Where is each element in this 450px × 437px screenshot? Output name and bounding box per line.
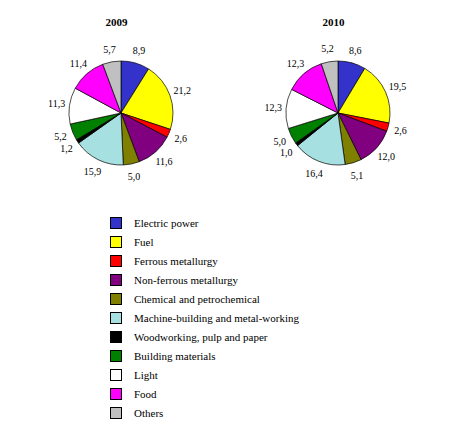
svg-text:15,9: 15,9 (84, 166, 102, 177)
html-text:Fuel: Fuel (134, 235, 154, 248)
html-text:Chemical and petrochemical: Chemical and petrochemical (134, 292, 260, 305)
html-text:2010: 2010 (322, 16, 345, 28)
svg-text:11,3: 11,3 (48, 98, 65, 109)
svg-text:8,6: 8,6 (349, 45, 362, 56)
svg-text:5,1: 5,1 (351, 170, 364, 181)
html-text:Others: Others (134, 406, 164, 419)
html-text:Machine-building and metal-wor: Machine-building and metal-working (134, 311, 299, 324)
svg-text:2,6: 2,6 (394, 125, 407, 136)
svg-text:16,4: 16,4 (305, 168, 323, 179)
svg-text:11,4: 11,4 (70, 58, 87, 69)
svg-text:2,6: 2,6 (175, 133, 188, 144)
svg-text:5,0: 5,0 (273, 136, 286, 147)
html-text:Non-ferrous metallurgy: Non-ferrous metallurgy (134, 273, 238, 286)
html-text:Electric power: Electric power (134, 216, 199, 229)
html-text:Food: Food (134, 387, 157, 400)
svg-text:11,6: 11,6 (155, 156, 172, 167)
svg-text:1,0: 1,0 (280, 147, 293, 158)
svg-text:5,0: 5,0 (128, 171, 141, 182)
svg-text:5,7: 5,7 (103, 44, 116, 55)
svg-text:12,3: 12,3 (287, 58, 305, 69)
svg-text:12,0: 12,0 (377, 151, 395, 162)
html-text:Light: Light (134, 368, 158, 381)
html-text:2009: 2009 (105, 16, 128, 28)
svg-text:12,3: 12,3 (264, 102, 282, 113)
svg-text:5,2: 5,2 (54, 131, 67, 142)
html-text:Woodworking, pulp and paper: Woodworking, pulp and paper (134, 330, 268, 343)
svg-text:8,9: 8,9 (133, 45, 146, 56)
svg-text:5,2: 5,2 (321, 43, 334, 54)
svg-text:1,2: 1,2 (60, 143, 73, 154)
svg-text:21,2: 21,2 (173, 85, 191, 96)
html-text:Building materials: Building materials (134, 349, 216, 362)
svg-text:19,5: 19,5 (389, 81, 407, 92)
html-text:Ferrous metallurgy: Ferrous metallurgy (134, 254, 218, 267)
